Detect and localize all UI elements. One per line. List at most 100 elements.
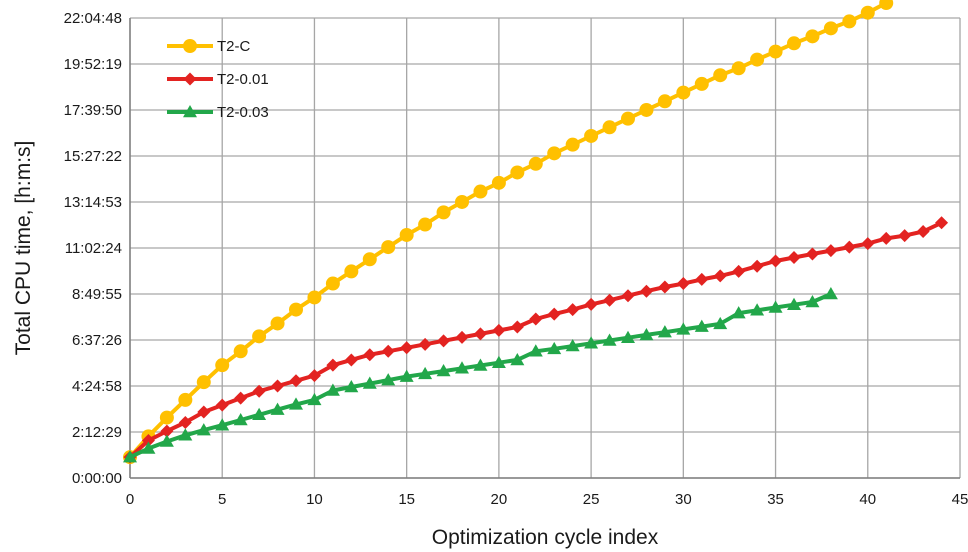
x-tick-label: 15 <box>398 491 415 508</box>
data-point <box>898 229 912 243</box>
data-point <box>731 306 746 319</box>
data-point <box>491 175 506 190</box>
data-point <box>621 330 635 343</box>
legend-entry: T2-0.01 <box>167 71 269 88</box>
data-point <box>215 398 229 412</box>
data-point <box>842 240 856 254</box>
y-tick-label: 19:52:19 <box>64 56 122 73</box>
data-point <box>750 303 765 316</box>
data-point <box>492 323 506 337</box>
data-point <box>676 322 691 335</box>
data-point <box>159 434 174 447</box>
y-tick-label: 0:00:00 <box>72 470 122 487</box>
data-point <box>270 402 285 415</box>
data-point <box>178 415 192 429</box>
data-point <box>750 259 764 273</box>
data-point <box>860 5 875 20</box>
data-point <box>473 327 487 341</box>
data-point <box>528 156 543 171</box>
data-point <box>307 369 321 383</box>
data-point <box>805 29 820 44</box>
y-tick-label: 22:04:48 <box>64 10 122 27</box>
data-point <box>694 76 709 91</box>
data-point <box>437 334 451 348</box>
data-point <box>787 36 801 51</box>
data-point <box>584 336 599 349</box>
data-point <box>289 374 303 388</box>
data-point <box>768 300 783 313</box>
data-point <box>215 418 230 431</box>
data-point <box>639 102 654 117</box>
data-point <box>935 216 949 230</box>
data-point <box>141 434 155 447</box>
data-point <box>234 391 248 405</box>
x-tick-label: 5 <box>218 491 226 508</box>
data-point <box>307 290 322 305</box>
data-point <box>455 330 469 344</box>
data-point <box>159 410 174 425</box>
data-point <box>233 413 248 426</box>
data-point <box>805 294 820 308</box>
data-point <box>197 405 211 419</box>
data-point <box>528 344 543 357</box>
data-point <box>455 361 469 374</box>
y-tick-label: 4:24:58 <box>72 378 122 395</box>
data-point <box>510 320 524 334</box>
x-axis-title: Optimization cycle index <box>432 526 659 549</box>
data-point <box>252 407 267 421</box>
data-point <box>455 194 469 209</box>
data-point <box>823 21 838 36</box>
data-point <box>676 85 691 100</box>
data-point <box>658 280 672 294</box>
data-point <box>233 344 248 359</box>
data-point <box>732 264 746 278</box>
data-point <box>289 397 303 410</box>
legend-label: T2-C <box>217 38 251 55</box>
data-point <box>510 352 525 366</box>
data-point <box>362 376 377 389</box>
data-point <box>676 277 690 291</box>
data-point <box>547 341 562 355</box>
data-point <box>252 384 266 398</box>
data-point <box>824 244 838 258</box>
data-point <box>381 344 395 358</box>
data-point <box>603 293 617 307</box>
y-tick-label: 8:49:55 <box>72 286 122 303</box>
x-tick-label: 45 <box>952 491 968 508</box>
data-point <box>325 383 340 396</box>
legend-marker <box>183 39 197 53</box>
data-point <box>491 355 506 368</box>
data-point <box>713 269 727 283</box>
data-point <box>196 375 211 390</box>
data-point <box>602 120 617 135</box>
data-point <box>657 94 672 109</box>
data-point <box>823 286 838 300</box>
data-point <box>731 61 746 76</box>
data-point <box>694 319 709 332</box>
data-point <box>123 450 137 463</box>
data-point <box>418 217 433 232</box>
series-T2-C <box>123 0 894 465</box>
data-point <box>861 237 875 251</box>
y-tick-label: 6:37:26 <box>72 332 122 349</box>
data-point <box>547 146 562 161</box>
y-axis-title: Total CPU time, [h:m:s] <box>12 141 35 356</box>
data-point <box>473 358 488 371</box>
data-point <box>510 165 525 180</box>
data-point <box>344 380 359 393</box>
x-tick-label: 0 <box>126 491 134 508</box>
data-point <box>362 252 377 267</box>
data-point <box>621 289 635 303</box>
data-point <box>160 424 174 438</box>
data-point <box>270 316 285 331</box>
y-axis-tick-labels: 0:00:00 2:12:29 4:24:58 6:37:26 8:49:55 11:02… <box>64 10 122 487</box>
y-tick-label: 17:39:50 <box>64 102 122 119</box>
data-point <box>842 14 857 29</box>
legend-entry: T2-C <box>167 38 251 55</box>
data-point <box>344 264 359 279</box>
data-point <box>916 224 930 238</box>
data-point <box>436 364 451 377</box>
data-point <box>271 379 285 393</box>
data-point <box>344 353 358 367</box>
x-tick-label: 35 <box>767 491 784 508</box>
